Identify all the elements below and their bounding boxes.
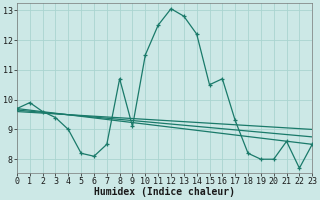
X-axis label: Humidex (Indice chaleur): Humidex (Indice chaleur) bbox=[94, 187, 235, 197]
